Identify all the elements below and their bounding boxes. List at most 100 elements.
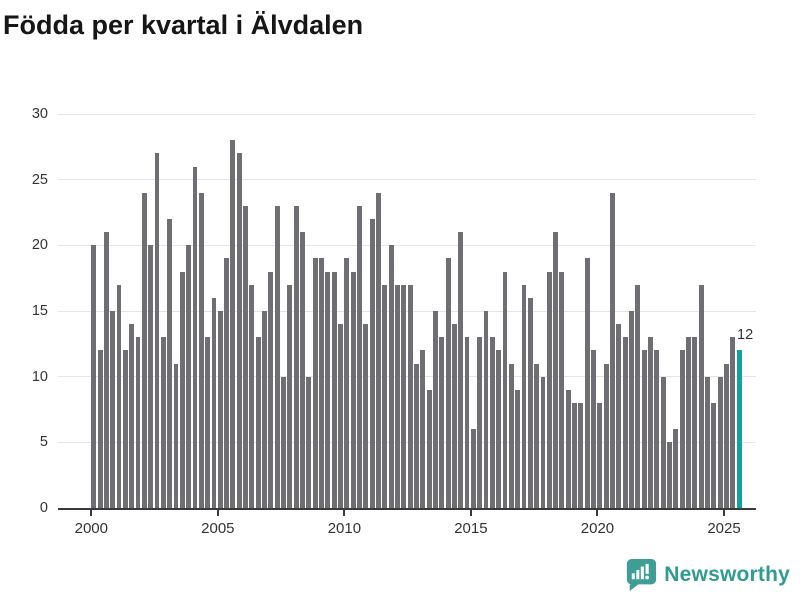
bar <box>186 245 192 508</box>
bar <box>591 350 597 508</box>
bar <box>705 376 710 508</box>
bar <box>91 245 97 508</box>
bar <box>401 284 407 508</box>
bar <box>439 337 445 508</box>
bar <box>344 258 350 508</box>
bar <box>376 192 381 508</box>
bar <box>553 232 559 508</box>
bar <box>224 258 230 508</box>
bar <box>572 402 578 508</box>
bar <box>686 337 691 508</box>
bar <box>363 324 369 508</box>
bar <box>559 271 565 508</box>
bar <box>388 245 394 508</box>
bar <box>635 284 641 508</box>
gridline <box>58 441 756 443</box>
bar <box>508 363 514 508</box>
bar <box>489 337 495 508</box>
bar <box>413 363 419 508</box>
bar <box>622 337 628 508</box>
bar <box>654 350 660 508</box>
highlighted-bar <box>736 350 742 508</box>
bar <box>648 337 653 508</box>
bar <box>534 363 540 508</box>
bar <box>205 337 211 508</box>
bar <box>141 192 147 508</box>
bar <box>154 153 160 508</box>
x-axis-tick-label: 2020 <box>580 520 615 537</box>
bar <box>97 350 103 508</box>
bar <box>122 350 128 508</box>
x-axis-tick <box>469 510 472 516</box>
y-axis-tick-label: 0 <box>39 500 48 516</box>
bar <box>698 284 704 508</box>
bar <box>243 205 249 508</box>
bar <box>338 324 343 508</box>
bar <box>667 442 672 508</box>
bar <box>103 232 109 508</box>
x-axis-tick-label: 2010 <box>327 520 362 537</box>
gridline <box>58 244 756 246</box>
bar <box>603 363 609 508</box>
logo-text: Newsworthy <box>664 563 790 586</box>
bar <box>262 311 268 508</box>
bar <box>565 389 571 508</box>
bar <box>584 258 590 508</box>
x-axis-tick <box>596 510 599 516</box>
bar <box>287 284 293 508</box>
bar <box>148 245 154 508</box>
bar <box>249 284 255 508</box>
bar <box>426 389 432 508</box>
bar <box>382 284 388 508</box>
x-axis-tick-label: 2005 <box>201 520 235 537</box>
gridline <box>58 376 756 378</box>
x-axis-tick <box>343 510 346 516</box>
highlight-value-label: 12 <box>737 327 754 344</box>
bar <box>521 284 527 508</box>
bar <box>730 337 736 508</box>
bar <box>527 297 533 508</box>
bar <box>711 402 717 508</box>
y-axis-tick-label: 10 <box>31 368 48 385</box>
y-axis-tick-label: 25 <box>31 171 48 188</box>
bar <box>198 192 204 508</box>
bar <box>129 324 135 508</box>
bar <box>451 324 457 508</box>
bar <box>274 205 280 508</box>
bar <box>110 311 116 508</box>
bar <box>167 219 173 508</box>
bar <box>679 350 685 508</box>
y-axis-tick-label: 15 <box>31 303 48 319</box>
gridline <box>58 113 756 115</box>
x-axis-tick-label: 2015 <box>454 520 488 537</box>
bar <box>641 350 647 508</box>
bar <box>578 402 584 508</box>
bar <box>420 350 426 508</box>
bar <box>350 271 356 508</box>
bar-chart-speech-bubble-icon <box>627 559 657 591</box>
bar <box>179 271 185 508</box>
bar <box>432 311 438 508</box>
x-axis-tick <box>216 510 219 516</box>
y-axis-tick-label: 20 <box>31 237 48 254</box>
bar <box>692 337 698 508</box>
bar <box>319 258 324 508</box>
bar <box>483 311 489 508</box>
bar <box>325 271 331 508</box>
x-axis-tick-label: 2025 <box>707 520 741 537</box>
bar <box>445 258 451 508</box>
bar <box>477 337 483 508</box>
bar <box>660 376 666 508</box>
bar <box>135 337 141 508</box>
bar <box>300 232 305 508</box>
bar <box>597 402 603 508</box>
bar <box>673 429 679 508</box>
bar <box>616 324 622 508</box>
bar <box>306 376 312 508</box>
gridline <box>58 179 756 181</box>
bar <box>369 219 375 508</box>
bar <box>515 389 521 508</box>
bar <box>230 140 236 508</box>
bar <box>217 311 223 508</box>
bar <box>312 258 318 508</box>
